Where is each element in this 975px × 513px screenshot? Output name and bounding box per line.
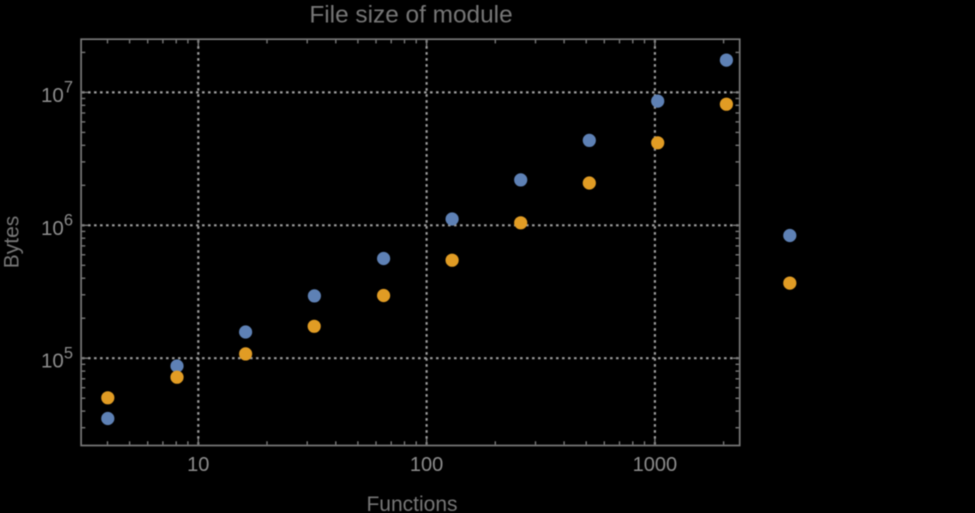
svg-text:1000: 1000: [633, 454, 678, 476]
svg-text:105: 105: [41, 345, 73, 373]
svg-text:File size of module: File size of module: [309, 2, 512, 29]
svg-text:Bytes: Bytes: [1, 216, 24, 269]
svg-text:Functions: Functions: [366, 493, 457, 513]
svg-text:107: 107: [41, 79, 73, 107]
svg-text:100: 100: [410, 454, 443, 476]
svg-text:106: 106: [41, 212, 73, 240]
svg-text:10: 10: [187, 454, 209, 476]
